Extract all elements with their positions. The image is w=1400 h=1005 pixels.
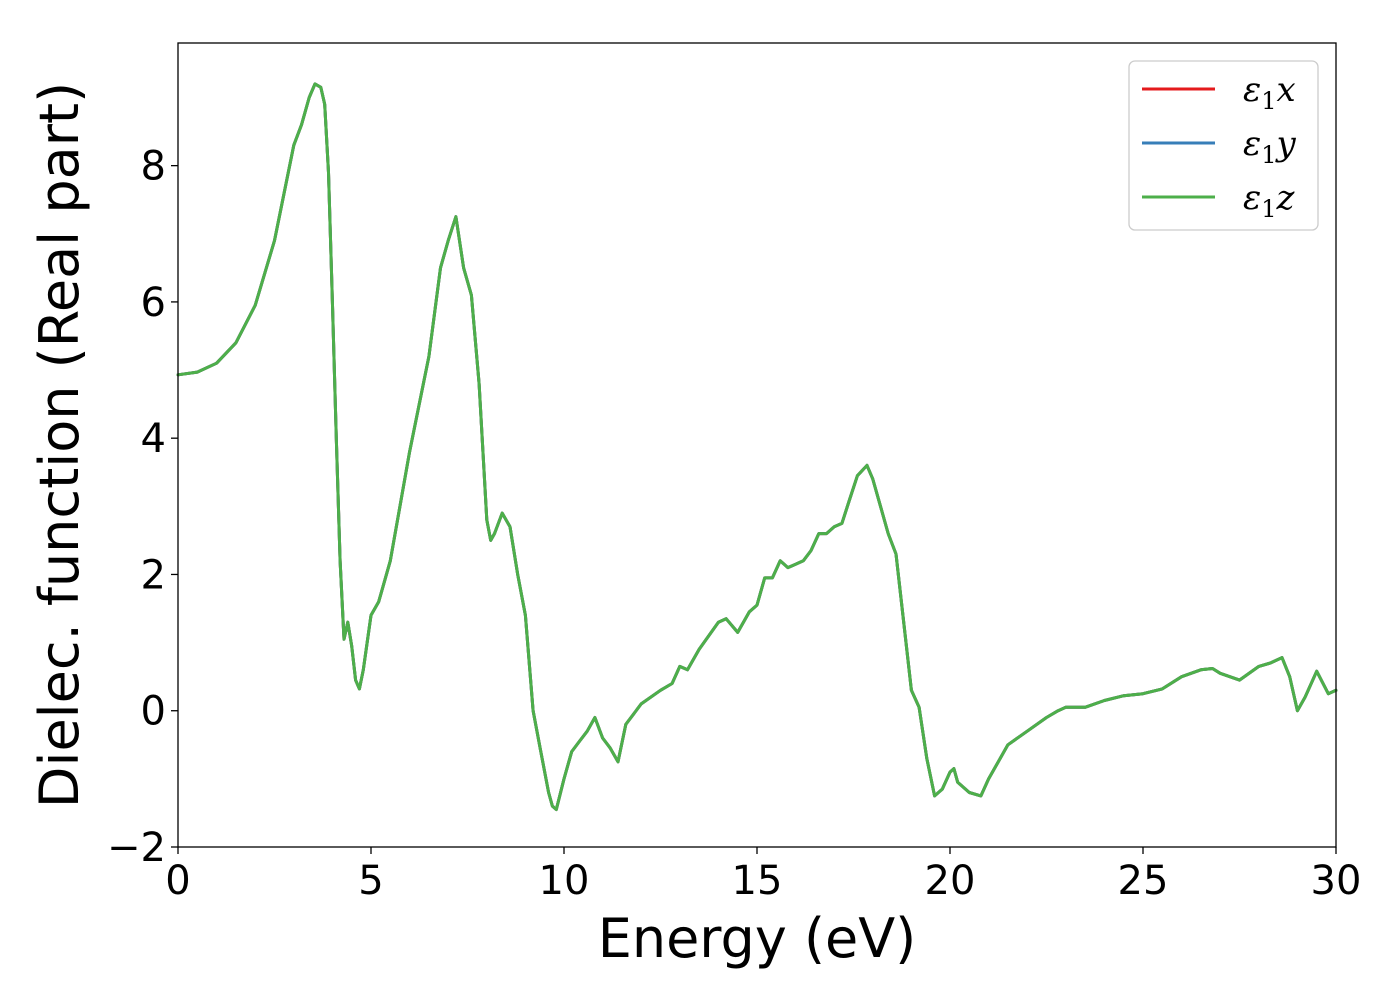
y-tick-label: 0 bbox=[141, 689, 166, 735]
legend-label-1: ε1y bbox=[1243, 124, 1297, 169]
x-axis-ticks: 0 5 10 15 20 25 30 bbox=[165, 847, 1361, 904]
x-tick-label: 0 bbox=[165, 858, 190, 904]
y-tick-label: 4 bbox=[141, 416, 166, 462]
x-tick-label: 10 bbox=[539, 858, 590, 904]
legend-label-0: ε1x bbox=[1243, 70, 1296, 115]
x-tick-label: 20 bbox=[925, 858, 976, 904]
y-tick-label: −2 bbox=[107, 825, 166, 871]
x-tick-label: 30 bbox=[1311, 858, 1362, 904]
x-axis-label: Energy (eV) bbox=[598, 907, 917, 970]
legend: ε1x ε1y ε1z bbox=[1128, 60, 1319, 231]
x-tick-label: 15 bbox=[732, 858, 783, 904]
series-line-2 bbox=[176, 82, 1338, 811]
series-layer bbox=[176, 82, 1338, 811]
y-tick-label: 6 bbox=[141, 280, 166, 326]
x-tick-label: 25 bbox=[1118, 858, 1169, 904]
x-tick-label: 5 bbox=[358, 858, 383, 904]
y-tick-label: 8 bbox=[141, 144, 166, 190]
y-axis-ticks: −2 0 2 4 6 8 bbox=[107, 144, 178, 871]
y-tick-label: 2 bbox=[141, 552, 166, 598]
y-axis-label: Dielec. function (Real part) bbox=[28, 82, 91, 808]
legend-label-2: ε1z bbox=[1243, 178, 1296, 223]
legend-box bbox=[1128, 60, 1319, 231]
